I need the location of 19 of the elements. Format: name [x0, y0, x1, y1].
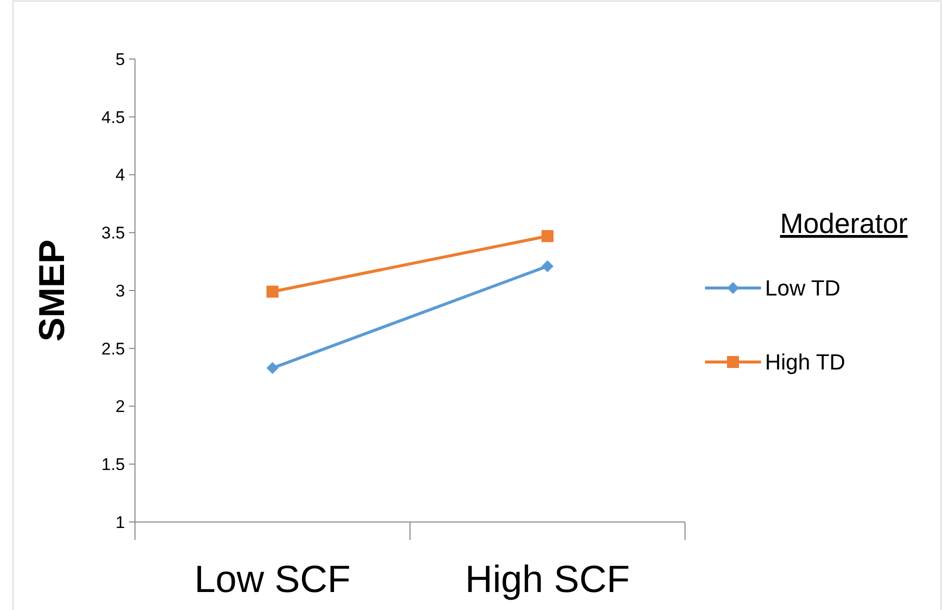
legend-label: Low TD [765, 276, 840, 301]
y-tick-label: 1 [116, 512, 125, 532]
point [542, 260, 554, 272]
y-tick-label: 4.5 [101, 108, 125, 127]
y-tick-label: 2 [116, 397, 125, 416]
y-tick-label: 3.5 [101, 224, 125, 243]
y-tick-label: 3 [116, 281, 125, 300]
y-tick-label: 5 [116, 50, 125, 69]
legend-title: Moderator [780, 208, 908, 239]
y-tick-label: 1.5 [101, 455, 125, 474]
legend-label: High TD [765, 350, 846, 375]
x-tick-label: Low SCF [194, 559, 351, 601]
y-tick-label: 2.5 [101, 339, 125, 358]
y-tick-label: 4 [116, 166, 125, 185]
y-axis-title: SMEP [31, 239, 72, 342]
point [266, 362, 278, 374]
x-tick-label: High SCF [465, 559, 630, 601]
point [542, 230, 554, 242]
point [266, 286, 278, 298]
